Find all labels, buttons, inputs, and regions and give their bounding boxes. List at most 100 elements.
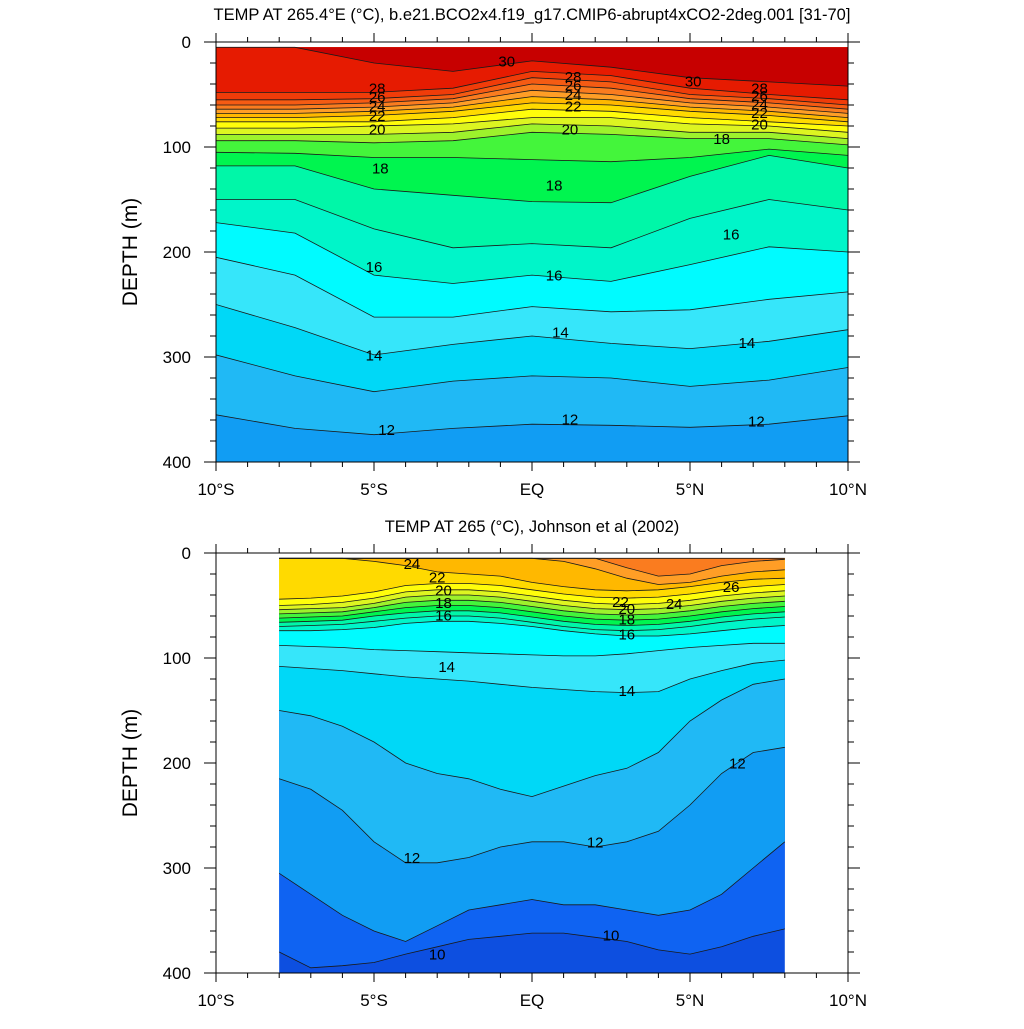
contour-label: 22 <box>565 99 582 116</box>
contour-fills <box>216 47 848 462</box>
isotherm-line <box>216 70 848 101</box>
contour-label: 22 <box>369 108 386 125</box>
contour-label: 12 <box>378 422 395 439</box>
axes: 10°S 5°S EQ 5°N 10°N 0 100 200 300 400 <box>163 33 867 499</box>
contour-label: 26 <box>369 89 386 106</box>
contour-label: 16 <box>618 626 635 643</box>
contour-label: 12 <box>748 414 765 431</box>
x-tick-label: 10°S <box>197 991 234 1010</box>
isotherm-line <box>279 620 785 637</box>
isotherm-line <box>216 117 848 133</box>
contour-label: 18 <box>372 161 389 178</box>
isotherm-line <box>279 583 785 600</box>
contour-label: 24 <box>369 99 386 116</box>
contour-label: 20 <box>369 122 386 139</box>
contour-lines <box>278 557 786 969</box>
contour-label: 12 <box>587 834 604 851</box>
y-tick-label: 100 <box>163 649 191 668</box>
contour-label: 20 <box>751 116 768 133</box>
isotherm-line <box>279 615 785 632</box>
isotherm-line <box>279 678 785 798</box>
contour-label: 18 <box>618 612 635 629</box>
y-tick-label: 0 <box>182 544 191 563</box>
isotherm-line <box>279 610 785 626</box>
axes: 10°S 5°S EQ 5°N 10°N 0 100 200 300 400 <box>163 544 867 1010</box>
isotherm-line <box>279 928 785 969</box>
contour-band <box>216 47 848 87</box>
contour-label: 18 <box>713 131 730 148</box>
y-tick-label: 200 <box>163 754 191 773</box>
contour-label: 26 <box>751 88 768 105</box>
isotherm-line <box>279 659 785 694</box>
contour-label: 14 <box>438 659 455 676</box>
y-axis-label: DEPTH (m) <box>119 709 142 818</box>
y-tick-label: 200 <box>163 243 191 262</box>
contour-label: 28 <box>751 81 768 98</box>
contour-label: 24 <box>404 556 421 573</box>
contour-label: 30 <box>685 73 702 90</box>
contour-label: 14 <box>618 683 635 700</box>
contour-label: 22 <box>429 570 446 587</box>
contour-label: 14 <box>739 335 756 352</box>
isotherm-line <box>216 256 848 318</box>
contour-label: 20 <box>562 122 579 139</box>
contour-label: 10 <box>603 928 620 945</box>
isotherm-line <box>216 102 848 123</box>
contour-label: 28 <box>369 81 386 98</box>
contour-label: 22 <box>612 594 629 611</box>
contour-label: 18 <box>435 595 452 612</box>
isotherm-line <box>216 123 848 139</box>
chart-title: TEMP AT 265.4°E (°C), b.e21.BCO2x4.f19_g… <box>214 6 851 24</box>
contour-fills <box>279 558 785 973</box>
isotherm-line <box>216 89 848 114</box>
y-tick-label: 400 <box>163 964 191 983</box>
contour-label: 20 <box>435 582 452 599</box>
chart-title: TEMP AT 265 (°C), Johnson et al (2002) <box>385 518 680 536</box>
contour-label: 30 <box>498 53 515 70</box>
x-tick-label: 5°S <box>360 991 388 1010</box>
y-tick-label: 300 <box>163 859 191 878</box>
y-tick-label: 0 <box>182 33 191 52</box>
isotherm-line <box>216 154 848 204</box>
y-tick-label: 400 <box>163 453 191 472</box>
isotherm-line <box>279 594 785 611</box>
contour-label: 14 <box>552 324 569 341</box>
isotherm-line <box>279 605 785 621</box>
contour-label: 14 <box>366 347 383 364</box>
x-tick-label: 5°N <box>676 480 705 499</box>
isotherm-line <box>279 589 785 606</box>
contour-label: 26 <box>723 579 740 596</box>
isotherm-line <box>216 96 848 118</box>
isotherm-line <box>216 222 848 284</box>
x-tick-label: 10°S <box>197 480 234 499</box>
contour-label: 16 <box>435 607 452 624</box>
contour-label: 18 <box>546 177 563 194</box>
contour-label: 12 <box>729 756 746 773</box>
contour-label: 26 <box>565 78 582 95</box>
contour-label: 16 <box>723 227 740 244</box>
isotherm-line <box>279 557 785 592</box>
isotherm-line <box>216 354 848 393</box>
isotherm-line <box>216 131 848 146</box>
x-tick-label: 5°N <box>676 991 705 1010</box>
isotherm-line <box>216 108 848 127</box>
contour-label: 22 <box>751 105 768 122</box>
contour-labels: 3030282624222028262422202826242220181818… <box>366 53 768 439</box>
isotherm-line <box>216 77 848 106</box>
contour-label: 10 <box>429 947 446 964</box>
contour-label: 12 <box>404 850 421 867</box>
isotherm-line <box>216 148 848 163</box>
x-tick-label: EQ <box>520 480 545 499</box>
x-tick-label: 10°N <box>829 991 867 1010</box>
contour-label: 28 <box>565 69 582 86</box>
contour-band <box>279 558 785 577</box>
y-axis-label: DEPTH (m) <box>119 198 142 307</box>
isotherm-line <box>216 304 848 356</box>
isotherm-line <box>279 642 785 657</box>
isotherm-line <box>216 83 848 110</box>
lower-panel: TEMP AT 265 (°C), Johnson et al (2002) D… <box>119 518 867 1010</box>
isotherm-line <box>278 841 786 942</box>
